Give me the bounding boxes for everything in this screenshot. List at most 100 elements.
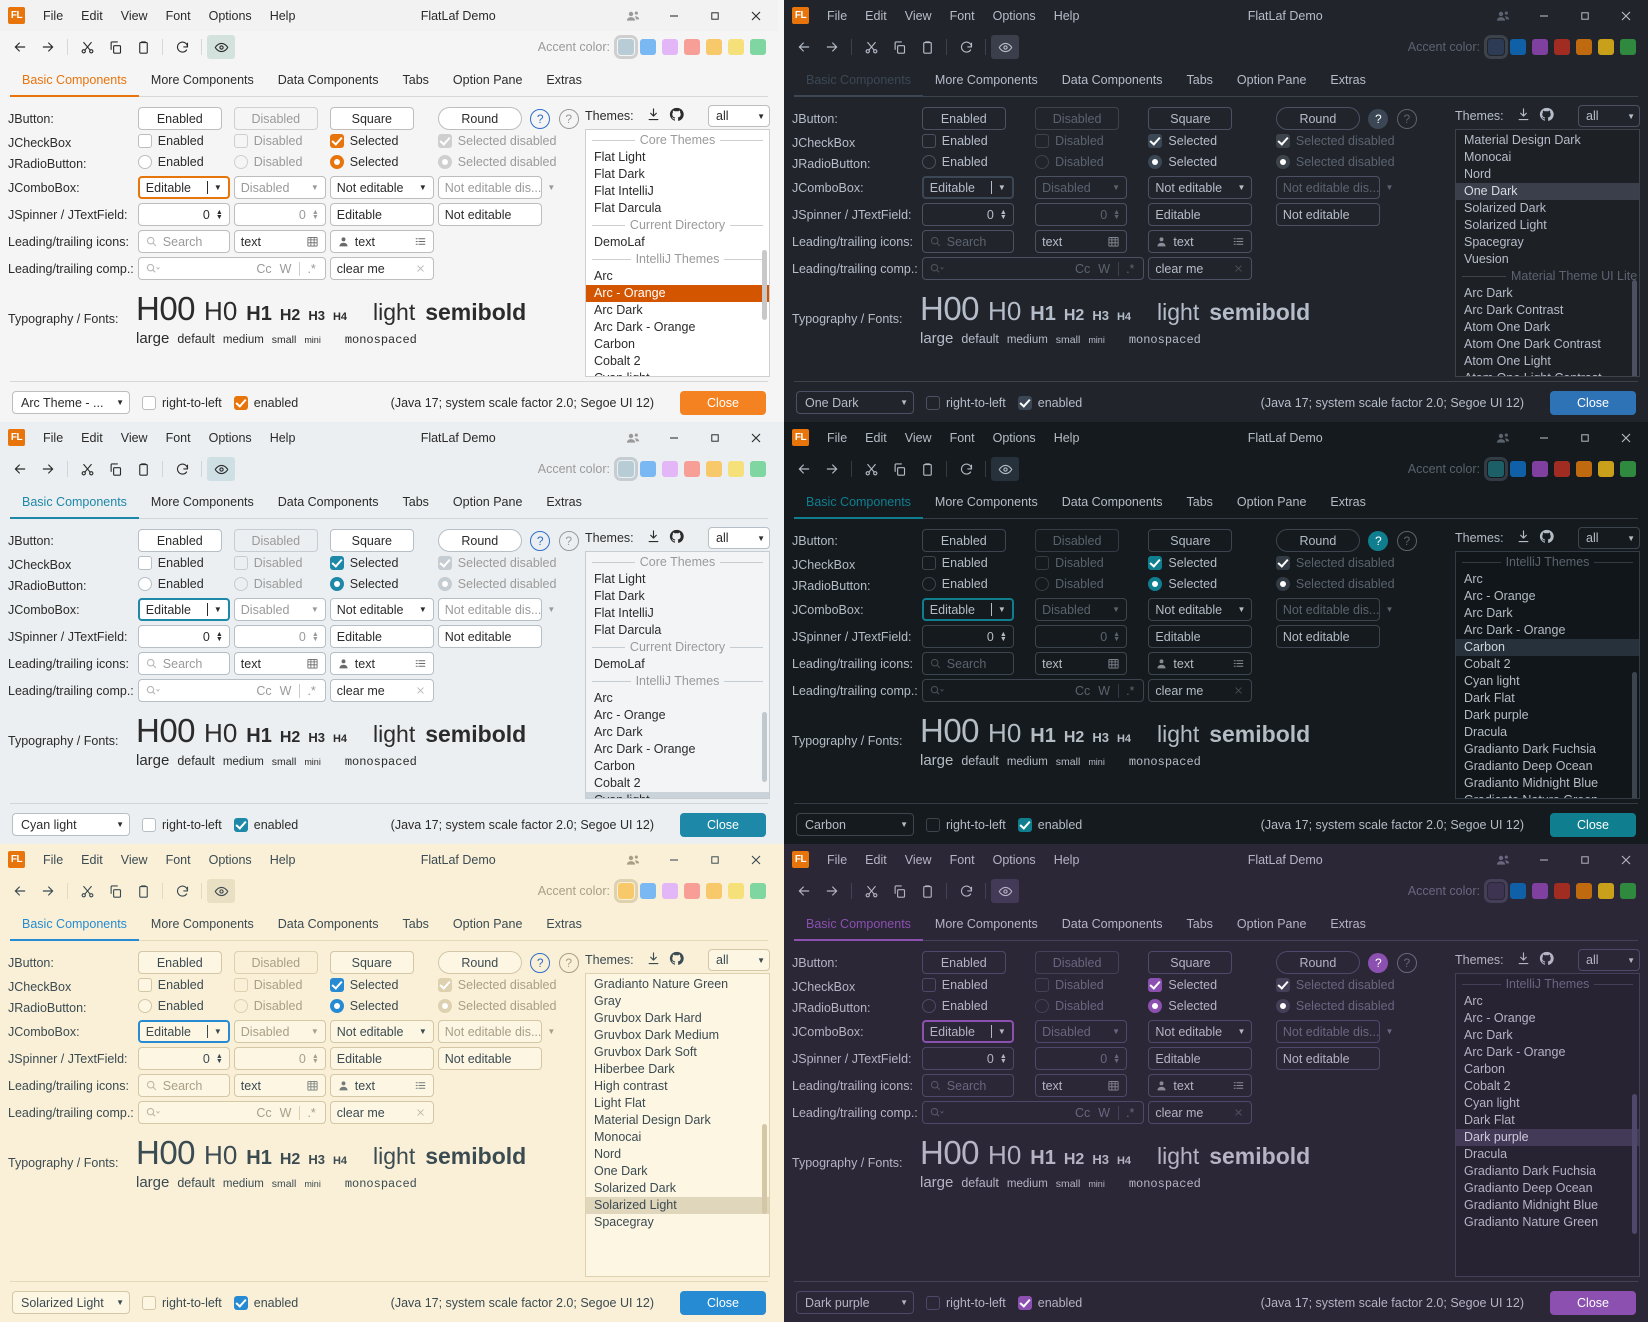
paste-icon[interactable] [913, 35, 941, 59]
menu-item-view[interactable]: View [904, 852, 932, 867]
textfield-not-editable[interactable]: Not editable [437, 625, 542, 648]
calendar-field[interactable]: text [233, 652, 326, 675]
button-round[interactable]: Round [1275, 529, 1360, 552]
forward-arrow-icon[interactable] [818, 457, 846, 481]
search-dropdown-icon[interactable] [929, 683, 944, 698]
accent-swatch-6[interactable] [1620, 39, 1636, 55]
menu-item-options[interactable]: Options [992, 430, 1036, 445]
menu-bar[interactable]: File Edit View Font Options Help [34, 6, 304, 26]
help-button-filled[interactable]: ? [1368, 953, 1389, 974]
checkbox-selected[interactable]: Selected [329, 556, 414, 570]
theme-list-scrollbar[interactable] [762, 250, 767, 320]
menu-bar[interactable]: File Edit View Font Options Help [34, 428, 304, 448]
users-icon[interactable] [612, 422, 653, 453]
button-enabled[interactable]: Enabled [921, 529, 1006, 552]
theme-list-item[interactable]: Nord [1464, 167, 1492, 181]
combobox-not-editable[interactable]: Not editable ▼ [329, 598, 434, 621]
accent-swatch-0[interactable] [614, 35, 638, 59]
accent-swatch-2[interactable] [1532, 39, 1548, 55]
maximize-icon[interactable] [694, 0, 735, 31]
tab-data-components[interactable]: Data Components [277, 495, 379, 509]
list-icon[interactable] [414, 235, 427, 248]
combobox-not-editable[interactable]: Not editable ▼ [1148, 176, 1253, 199]
theme-list-scrollbar[interactable] [1632, 672, 1637, 798]
clear-field[interactable]: clear me [329, 1101, 434, 1124]
theme-list-item[interactable]: Arc [1464, 994, 1483, 1008]
help-button-outline[interactable]: ? [1396, 953, 1417, 974]
theme-list-item[interactable]: Cyan light [586, 792, 769, 798]
theme-list-item[interactable]: Flat IntelliJ [594, 606, 654, 620]
refresh-icon[interactable] [168, 879, 196, 903]
tab-bar[interactable]: Basic Components More Components Data Comp… [784, 485, 1648, 519]
menu-item-edit[interactable]: Edit [81, 8, 103, 23]
button-square[interactable]: Square [329, 107, 414, 130]
back-arrow-icon[interactable] [6, 35, 34, 59]
github-icon[interactable] [1539, 529, 1554, 547]
tab-more-components[interactable]: More Components [150, 495, 254, 509]
checkbox-enabled[interactable]: Enabled [137, 134, 222, 148]
tab-data-components[interactable]: Data Components [1061, 917, 1163, 931]
search-dropdown-icon[interactable] [929, 1105, 944, 1120]
button-round[interactable]: Round [437, 529, 522, 552]
download-icon[interactable] [646, 951, 661, 969]
accent-swatch-4[interactable] [1576, 461, 1592, 477]
case-sensitive-button[interactable]: Cc [256, 1105, 272, 1120]
copy-icon[interactable] [885, 35, 913, 59]
calendar-icon[interactable] [306, 235, 319, 248]
spinner-enabled[interactable]: 0 ▲ ▼ [921, 203, 1014, 226]
radio-enabled[interactable]: Enabled [921, 155, 1006, 169]
tab-data-components[interactable]: Data Components [277, 73, 379, 87]
button-enabled[interactable]: Enabled [137, 107, 222, 130]
textfield-editable[interactable]: Editable [1148, 203, 1253, 226]
textfield-not-editable[interactable]: Not editable [437, 1047, 542, 1070]
spinner-arrows-icon[interactable]: ▲ ▼ [1113, 1052, 1121, 1065]
close-button[interactable]: Close [680, 390, 766, 415]
button-round[interactable]: Round [1275, 107, 1360, 130]
tab-tabs[interactable]: Tabs [1186, 917, 1213, 931]
checkbox-enabled[interactable]: Enabled [921, 134, 1006, 148]
combobox-editable[interactable]: Editable ▼ [137, 1020, 230, 1043]
scissors-icon[interactable] [857, 457, 885, 481]
textfield-editable[interactable]: Editable [329, 1047, 434, 1070]
spinner-enabled[interactable]: 0 ▲ ▼ [137, 203, 230, 226]
theme-list-item[interactable]: Gradianto Nature Green [1464, 1215, 1599, 1229]
combobox-not-editable-disabled[interactable]: Not editable dis... ▼ [1275, 598, 1393, 621]
refresh-icon[interactable] [952, 879, 980, 903]
theme-list-item[interactable]: Arc Dark - Orange [1464, 1045, 1566, 1059]
spinner-arrows-icon[interactable]: ▲ ▼ [999, 1052, 1007, 1065]
search-compound-field[interactable]: Cc W .* [137, 1101, 326, 1124]
accent-swatch-2[interactable] [1532, 461, 1548, 477]
theme-list[interactable]: Material Design Dark Monocai Nord One Dark S… [1455, 129, 1640, 377]
menu-item-file[interactable]: File [827, 852, 848, 867]
combobox-editable[interactable]: Editable ▼ [137, 598, 230, 621]
combobox-disabled[interactable]: Disabled ▼ [1035, 176, 1128, 199]
theme-filter-select[interactable]: all ▼ [708, 949, 770, 971]
case-sensitive-button[interactable]: Cc [256, 261, 272, 276]
radio-selected[interactable]: Selected [329, 577, 414, 591]
checkbox-enabled[interactable]: Enabled [921, 978, 1006, 992]
button-square[interactable]: Square [329, 529, 414, 552]
whole-word-button[interactable]: W [1098, 1105, 1111, 1120]
theme-list-item[interactable]: Atom One Dark [1464, 320, 1551, 334]
theme-list-item[interactable]: Atom One Light [1464, 354, 1551, 368]
menu-item-font[interactable]: Font [165, 8, 191, 23]
rtl-checkbox[interactable]: right-to-left [142, 817, 222, 832]
combobox-not-editable-disabled[interactable]: Not editable dis... ▼ [1275, 176, 1393, 199]
menu-item-font[interactable]: Font [949, 8, 975, 23]
close-icon[interactable] [735, 844, 776, 875]
theme-list-item[interactable]: Flat Light [594, 150, 646, 164]
menu-item-help[interactable]: Help [269, 852, 296, 867]
tab-tabs[interactable]: Tabs [1186, 495, 1213, 509]
clear-icon[interactable] [414, 684, 427, 697]
accent-swatch-4[interactable] [1576, 883, 1592, 899]
refresh-icon[interactable] [952, 35, 980, 59]
theme-list-item[interactable]: Hiberbee Dark [594, 1062, 675, 1076]
theme-list-item[interactable]: Arc [594, 691, 613, 705]
window-controls[interactable] [612, 422, 778, 453]
forward-arrow-icon[interactable] [818, 35, 846, 59]
theme-list-item[interactable]: Carbon [1456, 639, 1639, 656]
button-enabled[interactable]: Enabled [137, 529, 222, 552]
textfield-editable[interactable]: Editable [329, 203, 434, 226]
theme-list-item[interactable]: Atom One Dark Contrast [1464, 337, 1601, 351]
copy-icon[interactable] [885, 879, 913, 903]
